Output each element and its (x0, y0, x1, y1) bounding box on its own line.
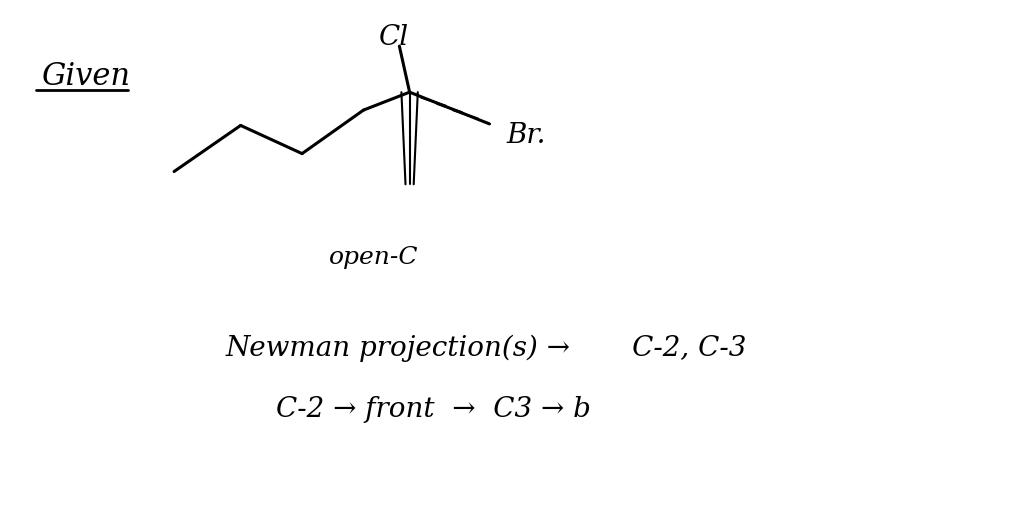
Text: C-2 → front  →  C3 → b: C-2 → front → C3 → b (276, 396, 591, 423)
Text: Cl: Cl (379, 24, 410, 51)
Text: Given: Given (41, 61, 130, 93)
Text: Newman projection(s) →       C-2, C-3: Newman projection(s) → C-2, C-3 (225, 334, 746, 362)
Text: open-C: open-C (329, 246, 419, 269)
Text: Br.: Br. (507, 122, 547, 149)
